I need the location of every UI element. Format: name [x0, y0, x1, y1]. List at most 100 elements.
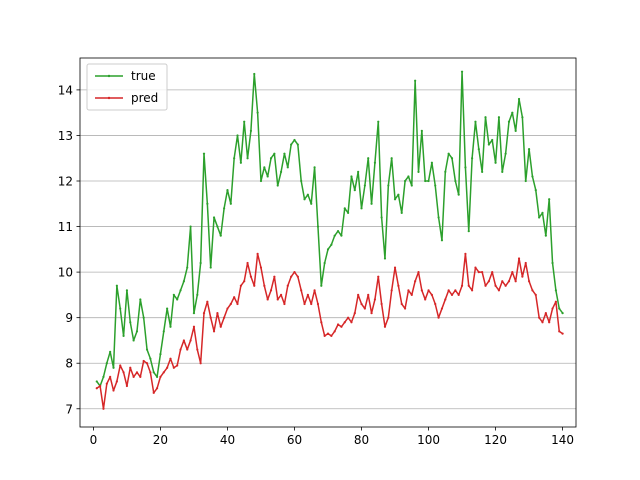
- legend-marker-pred: [107, 96, 111, 100]
- data-point-pred: [450, 293, 454, 296]
- data-point-pred: [484, 284, 487, 287]
- data-point-pred: [283, 302, 286, 306]
- data-point-true: [253, 72, 256, 76]
- data-point-true: [554, 289, 557, 292]
- data-point-true: [534, 189, 537, 192]
- data-point-true: [179, 289, 182, 292]
- data-point-pred: [377, 275, 380, 278]
- data-point-true: [450, 157, 454, 160]
- data-point-pred: [320, 321, 323, 324]
- data-point-true: [263, 166, 266, 169]
- data-point-pred: [551, 307, 554, 310]
- data-point-true: [548, 198, 551, 201]
- data-point-true: [326, 248, 330, 251]
- data-point-pred: [296, 275, 299, 278]
- data-point-true: [316, 225, 320, 228]
- data-point-pred: [166, 366, 169, 369]
- data-point-true: [357, 170, 360, 173]
- data-point-pred: [125, 384, 129, 388]
- data-point-pred: [192, 325, 196, 328]
- data-point-true: [471, 157, 474, 160]
- data-point-pred: [155, 387, 159, 390]
- data-point-true: [226, 189, 229, 192]
- data-point-pred: [313, 289, 316, 292]
- data-point-pred: [504, 284, 507, 287]
- data-point-pred: [112, 389, 115, 392]
- data-point-true: [430, 161, 433, 164]
- data-point-pred: [393, 266, 397, 269]
- data-point-pred: [202, 312, 206, 315]
- data-point-true: [199, 261, 202, 265]
- data-point-pred: [397, 284, 400, 287]
- data-point-pred: [310, 302, 313, 306]
- data-point-pred: [326, 332, 330, 335]
- data-point-pred: [497, 289, 501, 292]
- x-tick-label: 60: [287, 433, 302, 447]
- data-point-pred: [534, 293, 537, 296]
- data-point-pred: [400, 302, 403, 306]
- data-point-true: [186, 266, 189, 269]
- data-point-pred: [417, 271, 420, 274]
- data-point-pred: [273, 275, 276, 278]
- data-point-true: [313, 166, 316, 169]
- data-point-true: [109, 350, 112, 353]
- data-point-pred: [464, 252, 467, 255]
- data-point-true: [454, 179, 457, 183]
- data-point-true: [129, 321, 132, 324]
- data-point-pred: [109, 375, 112, 378]
- data-point-true: [457, 193, 460, 196]
- data-point-true: [132, 339, 135, 342]
- data-point-true: [527, 148, 531, 151]
- data-point-true: [330, 243, 333, 246]
- data-point-true: [323, 261, 326, 265]
- data-point-true: [414, 79, 417, 82]
- data-point-true: [320, 284, 323, 287]
- data-point-true: [155, 375, 159, 378]
- data-point-true: [159, 353, 162, 356]
- data-point-true: [303, 198, 306, 201]
- data-point-true: [497, 116, 501, 119]
- data-point-true: [440, 239, 444, 242]
- data-point-pred: [119, 364, 122, 367]
- data-point-true: [192, 312, 196, 315]
- data-point-pred: [353, 312, 356, 315]
- data-point-true: [350, 175, 353, 178]
- data-point-pred: [471, 289, 474, 292]
- data-point-pred: [487, 280, 490, 283]
- data-point-true: [209, 266, 212, 269]
- data-point-true: [507, 120, 511, 123]
- data-point-true: [112, 366, 115, 369]
- data-point-pred: [410, 293, 413, 296]
- data-point-pred: [253, 284, 256, 287]
- data-point-true: [286, 166, 289, 169]
- data-point-pred: [129, 366, 132, 369]
- data-point-true: [125, 289, 129, 292]
- data-point-pred: [538, 316, 541, 319]
- data-point-pred: [249, 275, 253, 278]
- data-point-true: [524, 179, 527, 183]
- data-point-true: [216, 225, 219, 228]
- data-point-true: [427, 179, 430, 183]
- y-tick-label: 7: [65, 402, 73, 416]
- data-point-pred: [323, 334, 326, 337]
- data-point-true: [481, 170, 484, 173]
- data-point-true: [424, 179, 427, 183]
- data-point-true: [269, 157, 273, 160]
- data-point-true: [139, 298, 142, 301]
- data-point-pred: [206, 300, 209, 303]
- data-point-pred: [279, 293, 283, 296]
- data-point-true: [273, 152, 276, 155]
- data-point-pred: [531, 289, 534, 292]
- plot-frame: [79, 57, 577, 428]
- data-point-true: [105, 362, 108, 365]
- data-point-true: [162, 330, 165, 333]
- y-tick-label: 12: [58, 175, 73, 189]
- data-point-true: [407, 175, 410, 178]
- data-point-pred: [303, 302, 306, 306]
- data-point-true: [229, 202, 232, 205]
- series-pred: [95, 252, 564, 410]
- data-point-pred: [454, 289, 457, 292]
- data-point-true: [538, 216, 541, 219]
- data-point-true: [115, 284, 118, 287]
